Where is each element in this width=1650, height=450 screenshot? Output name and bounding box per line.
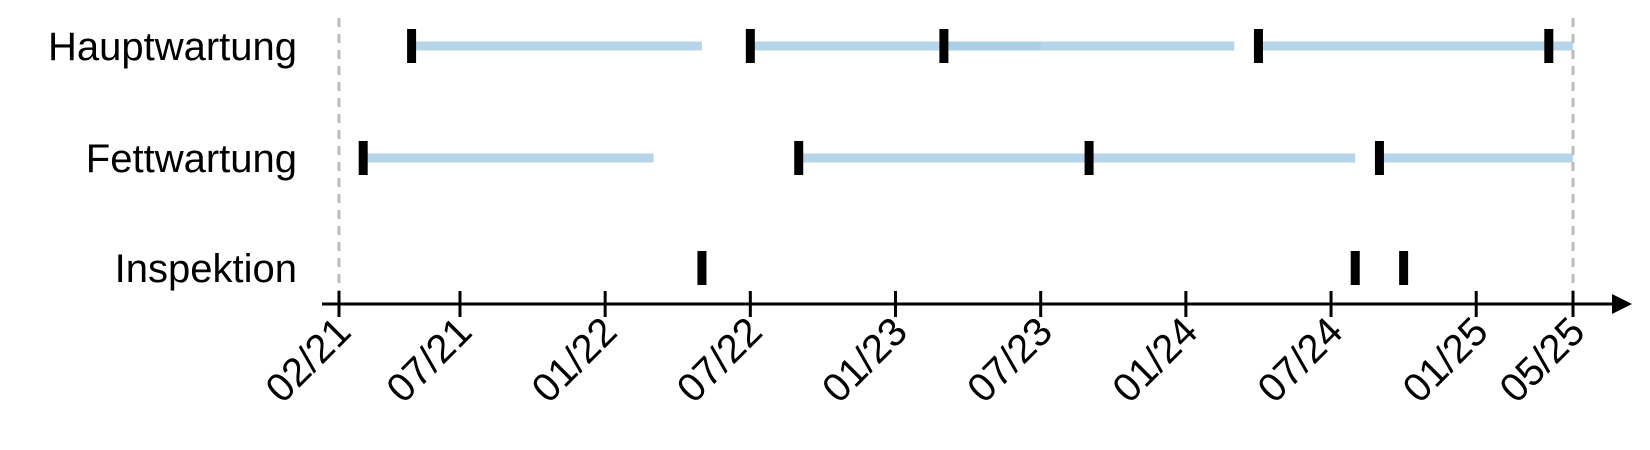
row-label: Inspektion <box>115 247 297 291</box>
x-tick-label: 01/23 <box>814 309 916 411</box>
x-ticks: 02/21 07/21 01/22 07/22 01/23 07/23 01/24 07/24… <box>257 291 1593 411</box>
row-labels: Hauptwartung Fettwartung Inspektion <box>48 25 297 291</box>
x-tick-label: 07/23 <box>959 309 1061 411</box>
event-marker <box>697 251 707 285</box>
event-marker <box>358 141 368 175</box>
event-marker <box>407 29 417 63</box>
x-tick-label: 01/24 <box>1104 309 1206 411</box>
interval-bar <box>411 41 702 51</box>
interval-bar <box>1379 153 1573 163</box>
event-marker <box>1084 141 1094 175</box>
x-tick-label: 01/25 <box>1395 309 1497 411</box>
event-marker <box>745 29 755 63</box>
x-axis-arrow <box>1612 294 1632 314</box>
interval-bar <box>943 41 1235 51</box>
row-label: Hauptwartung <box>48 25 297 69</box>
event-marker <box>1399 251 1409 285</box>
event-marker <box>1374 141 1384 175</box>
row-label: Fettwartung <box>86 137 297 181</box>
event-marker <box>1253 29 1263 63</box>
x-tick-label: 01/22 <box>524 309 626 411</box>
event-markers <box>358 29 1554 285</box>
event-marker <box>1544 29 1554 63</box>
event-marker <box>939 29 949 63</box>
x-tick-label: 07/21 <box>378 309 480 411</box>
x-axis: 02/21 07/21 01/22 07/22 01/23 07/23 01/24 07/24… <box>257 291 1632 411</box>
x-tick-label: 02/21 <box>257 309 359 411</box>
interval-bar <box>1089 153 1356 163</box>
interval-bar <box>363 153 654 163</box>
interval-bar <box>798 153 1090 163</box>
x-tick-label: 07/24 <box>1250 309 1352 411</box>
interval-bar <box>750 41 1041 51</box>
event-marker <box>1350 251 1360 285</box>
interval-bar <box>1258 41 1573 51</box>
interval-bars <box>363 41 1573 163</box>
x-tick-label: 05/25 <box>1491 309 1593 411</box>
x-tick-label: 07/22 <box>669 309 771 411</box>
event-marker <box>794 141 804 175</box>
